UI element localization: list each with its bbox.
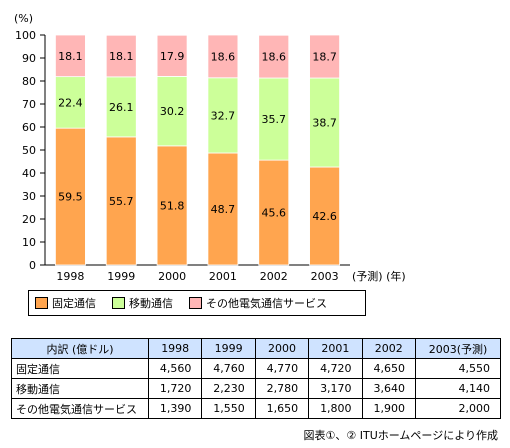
bar-segment [258, 159, 290, 266]
stacked-bar-chart: (%) 0 10 20 30 40 50 60 70 80 90 100 59.5 22.4 18.1 199… [14, 12, 406, 283]
table-cell: 1,650 [254, 398, 310, 419]
y-tick-label: 60 [22, 121, 36, 134]
table-cell: 1,800 [308, 398, 363, 419]
y-tick-label: 40 [22, 167, 36, 180]
x-tick-label: 1998 [56, 270, 84, 283]
bar-segment [309, 34, 340, 79]
bar-segment [55, 76, 86, 129]
legend-item-fixed: 固定通信 [35, 295, 96, 311]
x-tick-label: 2001 [209, 270, 237, 283]
row-label: その他電気通信サービス [11, 398, 149, 419]
legend-swatch-other [189, 297, 202, 309]
y-tick-label: 80 [22, 75, 36, 88]
bar-segment [156, 145, 188, 266]
bar-segment [55, 34, 86, 78]
table-header-row: 内訳 (億ドル) 1998 1999 2000 2001 2002 2003(予… [11, 338, 501, 359]
y-tick-label: 0 [29, 259, 36, 272]
bar-value-label: 18.1 [58, 50, 83, 63]
legend-item-other: その他電気通信サービス [189, 295, 327, 311]
legend-item-mobile: 移動通信 [112, 295, 173, 311]
table-cell: 4,720 [308, 358, 363, 379]
bar-value-label: 38.7 [312, 117, 337, 130]
table-cell: 4,140 [415, 378, 501, 399]
bar-value-label: 22.4 [58, 96, 83, 109]
y-tick-label: 100 [15, 29, 36, 42]
x-tick-label: 2002 [260, 270, 288, 283]
chart-legend: 固定通信 移動通信 その他電気通信サービス [28, 290, 366, 316]
x-axis-suffix-label: (予測) (年) [352, 269, 406, 283]
y-tick-label: 10 [22, 236, 36, 249]
table-header-cell: 1999 [201, 338, 256, 359]
table-header-cell: 2001 [308, 338, 363, 359]
table-cell: 3,170 [308, 378, 363, 399]
bar-segment [207, 152, 239, 266]
bar-value-label: 18.7 [312, 51, 337, 64]
y-tick-label: 90 [22, 52, 36, 65]
bar-segment [258, 34, 290, 79]
bar-value-label: 18.1 [109, 50, 134, 63]
bar-segment [105, 34, 137, 78]
table-cell: 4,770 [254, 358, 310, 379]
bar-segment [207, 34, 239, 79]
table-cell: 1,900 [361, 398, 417, 419]
bar-segment [156, 34, 188, 77]
table-cell: 4,760 [201, 358, 256, 379]
bar-segment [55, 127, 86, 266]
y-tick-label: 20 [22, 213, 36, 226]
bar-value-label: 42.6 [312, 210, 337, 223]
legend-label-other: その他電気通信サービス [206, 297, 327, 310]
y-tick-label: 30 [22, 190, 36, 203]
legend-label-mobile: 移動通信 [129, 297, 173, 310]
table-cell: 3,640 [361, 378, 417, 399]
table-cell: 4,650 [361, 358, 417, 379]
bar-segment [258, 77, 290, 161]
row-label: 移動通信 [11, 378, 149, 399]
row-label: 固定通信 [11, 358, 149, 379]
legend-label-fixed: 固定通信 [52, 297, 96, 310]
bar-segment [105, 136, 137, 266]
bar-value-label: 45.6 [262, 207, 287, 220]
table-cell: 2,780 [254, 378, 310, 399]
bar-segment [156, 76, 188, 147]
bar-segment [105, 76, 137, 138]
bar-value-label: 18.6 [211, 50, 236, 63]
bar-segment [309, 166, 340, 266]
table-cell: 1,550 [201, 398, 256, 419]
table-cell: 2,230 [201, 378, 256, 399]
bar-value-label: 32.7 [211, 109, 236, 122]
bar-segment [309, 77, 340, 168]
bar-value-label: 59.5 [58, 191, 83, 204]
table-row: 移動通信 1,720 2,230 2,780 3,170 3,640 4,140 [11, 378, 501, 399]
bar-value-label: 35.7 [262, 113, 287, 126]
table-cell: 1,720 [147, 378, 203, 399]
x-tick-label: 2000 [158, 270, 186, 283]
table-header-cell: 2003(予測) [415, 338, 501, 359]
bar-value-label: 48.7 [211, 203, 236, 216]
table-row: 固定通信 4,560 4,760 4,770 4,720 4,650 4,550 [11, 358, 501, 379]
legend-swatch-fixed [35, 297, 48, 309]
x-tick-label: 1999 [107, 270, 135, 283]
y-tick-label: 50 [22, 144, 36, 157]
table-header-cell: 内訳 (億ドル) [11, 338, 149, 359]
table-cell: 2,000 [415, 398, 501, 419]
legend-swatch-mobile [112, 297, 125, 309]
bar-value-label: 55.7 [109, 195, 134, 208]
bar-value-label: 17.9 [160, 50, 185, 63]
table-header-cell: 1998 [147, 338, 203, 359]
y-unit-label: (%) [14, 12, 33, 25]
bar-value-label: 26.1 [109, 101, 134, 114]
table-header-cell: 2000 [254, 338, 310, 359]
table-cell: 1,390 [147, 398, 203, 419]
table-cell: 4,560 [147, 358, 203, 379]
x-tick-label: 2003 [311, 270, 339, 283]
bar-value-label: 18.6 [262, 51, 287, 64]
table-row: その他電気通信サービス 1,390 1,550 1,650 1,800 1,90… [11, 398, 501, 419]
y-tick-label: 70 [22, 98, 36, 111]
bar-value-label: 51.8 [160, 199, 185, 212]
source-note: 図表①、② ITUホームページにより作成 [303, 429, 498, 442]
breakdown-table: 内訳 (億ドル) 1998 1999 2000 2001 2002 2003(予… [11, 338, 501, 419]
table-cell: 4,550 [415, 358, 501, 379]
bar-value-label: 30.2 [160, 105, 185, 118]
table-header-cell: 2002 [361, 338, 417, 359]
